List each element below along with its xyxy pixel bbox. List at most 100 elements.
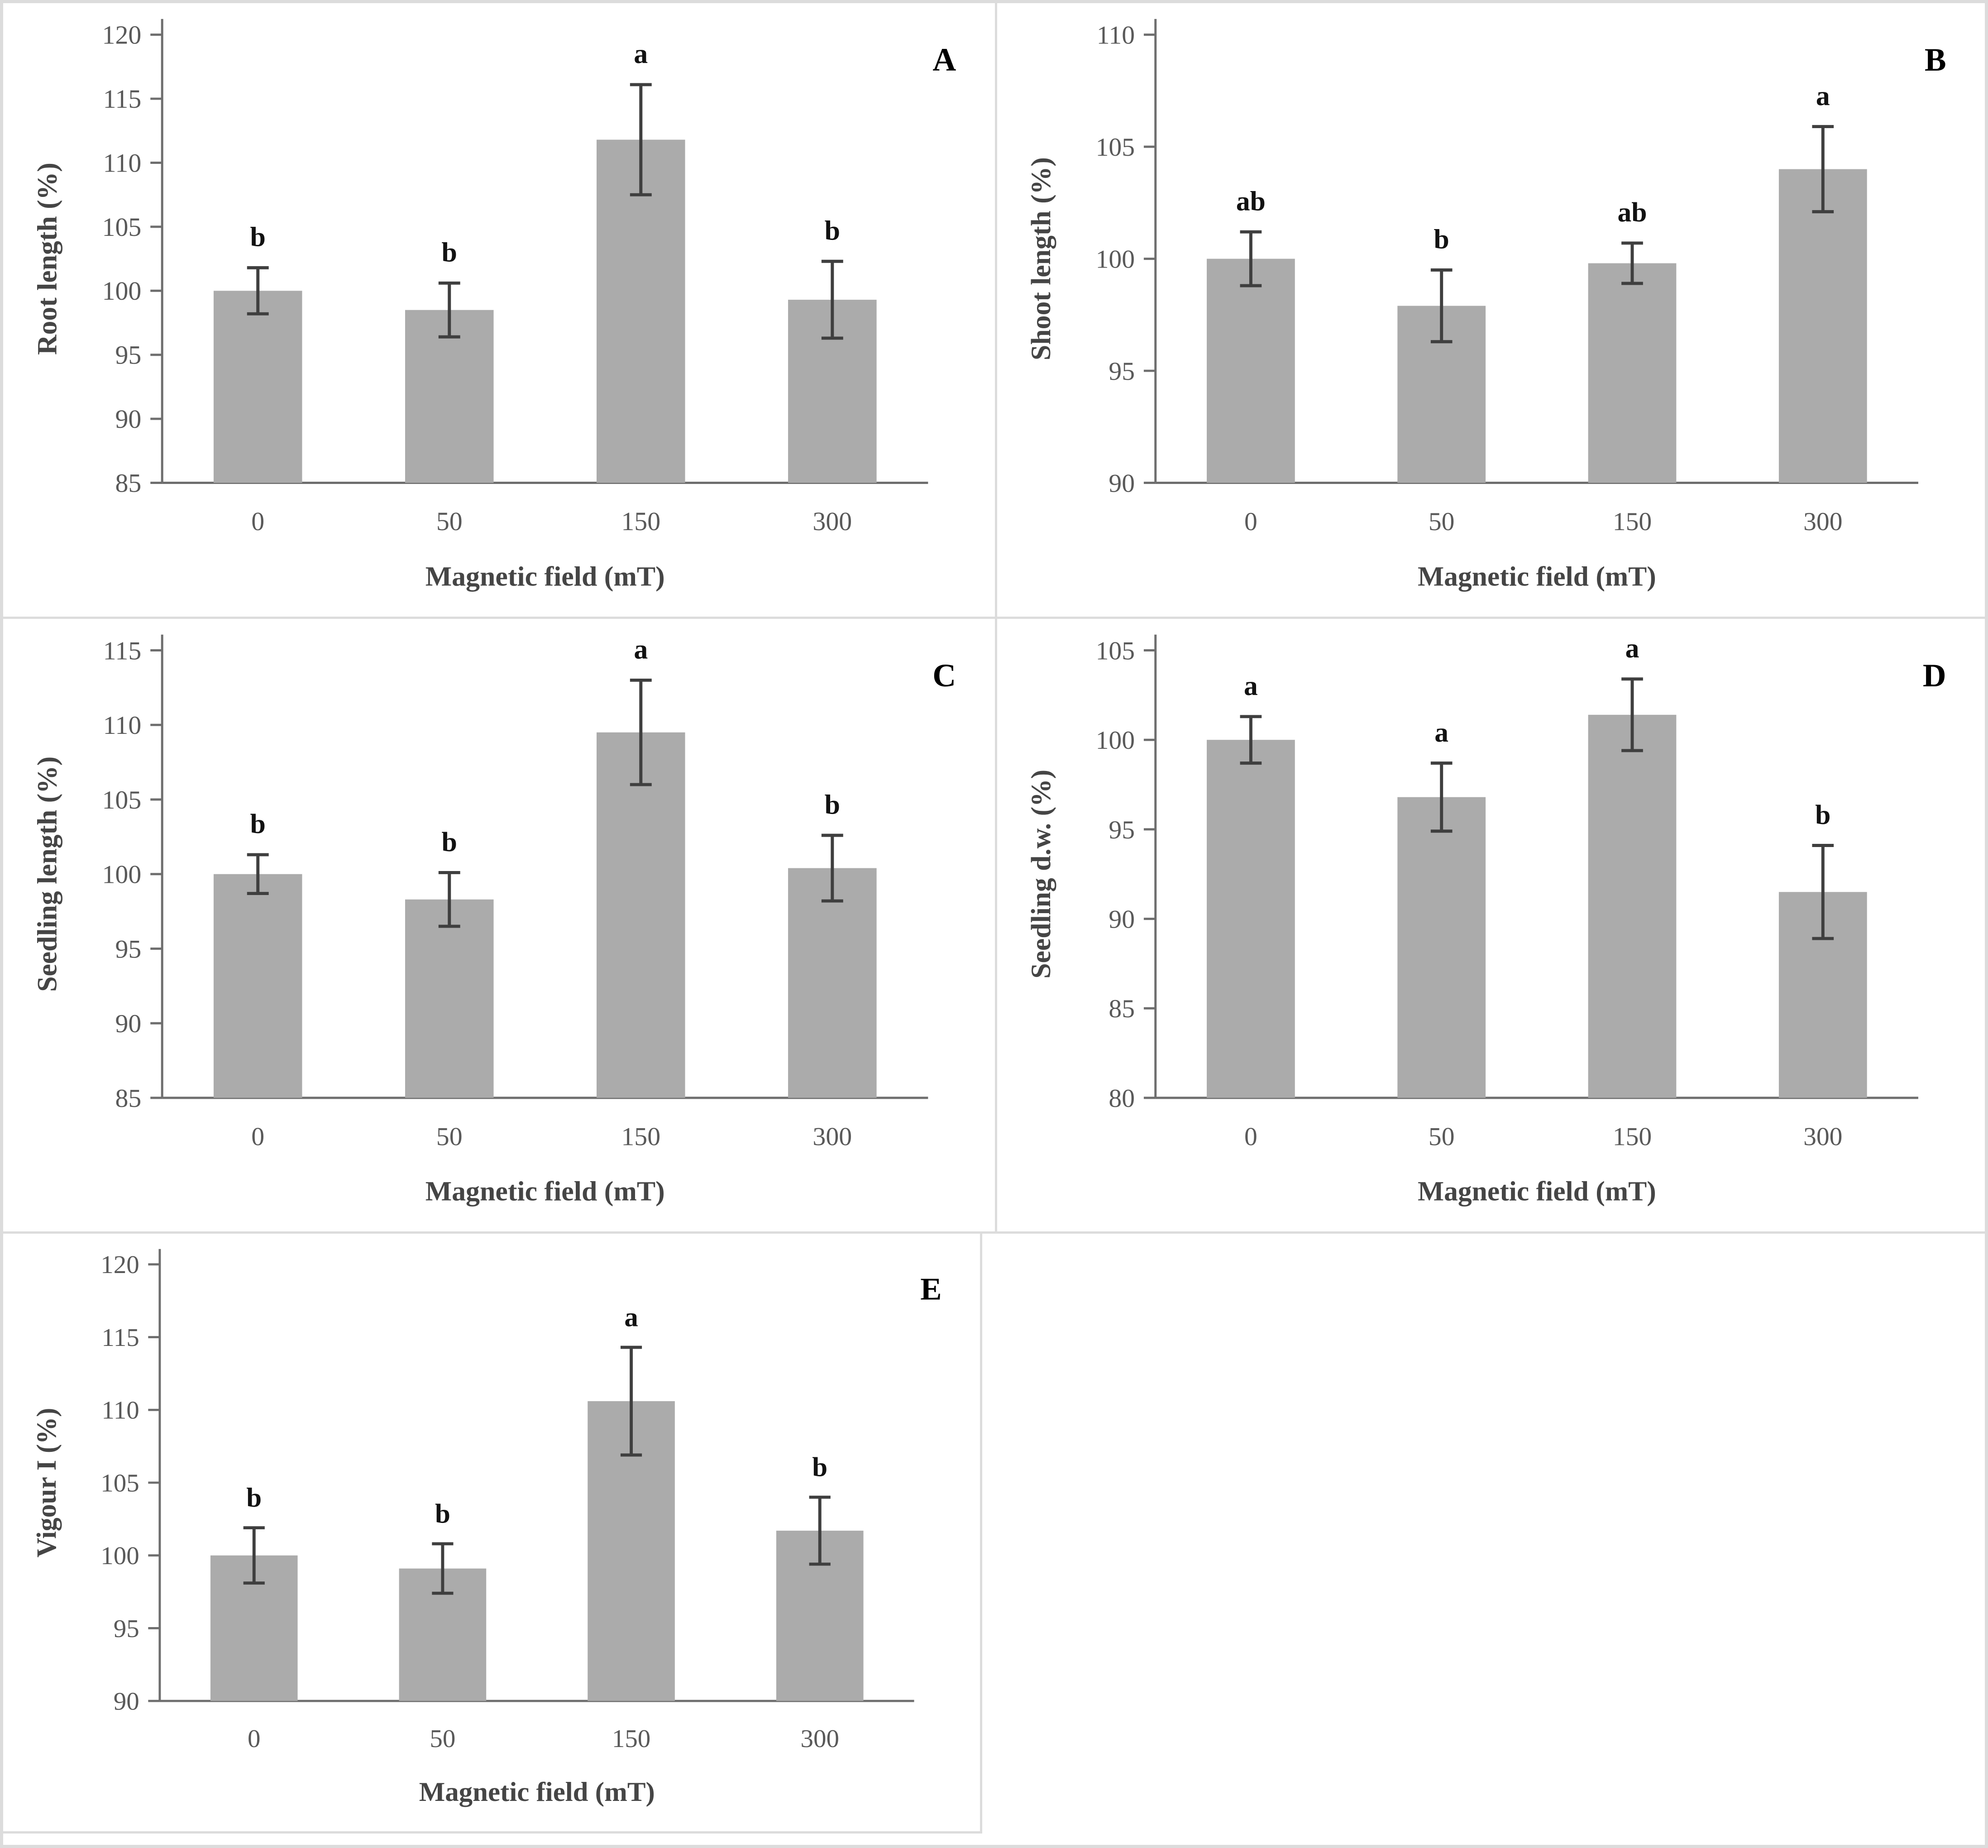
y-tick-label: 100 xyxy=(1096,245,1135,273)
x-category-label: 150 xyxy=(612,1725,650,1753)
y-tick-label: 100 xyxy=(102,277,142,306)
y-tick-label: 90 xyxy=(115,1010,141,1038)
significance-letter: b xyxy=(825,790,840,820)
chart-C: 85 90 95 100 105 110 115 b 0 b 50 a 150 b 300 Magnetic … xyxy=(32,634,956,1207)
x-category-label: 300 xyxy=(812,507,852,536)
panel-b-cell: 90 95 100 105 110 ab 0 b 50 ab 150 a 300 Magnetic fie… xyxy=(997,3,1985,619)
panel-label-C: C xyxy=(932,657,956,694)
x-axis-title: Magnetic field (mT) xyxy=(425,561,665,592)
panel-c-cell: 85 90 95 100 105 110 115 b 0 b 50 a 150 b 300 Magnetic … xyxy=(3,619,997,1234)
bar-0mT xyxy=(213,874,302,1098)
significance-letter: b xyxy=(442,237,457,268)
bar-150mT xyxy=(597,732,685,1098)
y-tick-label: 110 xyxy=(103,149,142,177)
y-tick-label: 105 xyxy=(1096,637,1135,665)
y-tick-label: 110 xyxy=(103,711,142,740)
significance-letter: ab xyxy=(1236,186,1266,216)
y-tick-label: 120 xyxy=(100,1251,139,1279)
y-axis-title: Seedling length (%) xyxy=(32,756,63,992)
significance-letter: b xyxy=(812,1452,827,1483)
x-axis-title: Magnetic field (mT) xyxy=(1418,1176,1656,1206)
significance-letter: a xyxy=(1434,717,1448,748)
bar-50mT xyxy=(405,310,494,483)
y-tick-label: 95 xyxy=(1109,816,1135,844)
significance-letter: ab xyxy=(1617,197,1647,228)
y-tick-label: 105 xyxy=(102,213,142,242)
x-category-label: 150 xyxy=(1613,507,1652,536)
panel-e-cell: 90 95 100 105 110 115 120 b 0 b 50 a 150 b 300 Magnetic… xyxy=(3,1234,997,1845)
y-tick-label: 120 xyxy=(102,21,142,50)
x-category-label: 0 xyxy=(1244,507,1257,536)
y-tick-label: 100 xyxy=(1096,726,1135,755)
significance-letter: b xyxy=(250,809,266,839)
panel-label-A: A xyxy=(932,42,956,78)
x-axis-title: Magnetic field (mT) xyxy=(1418,561,1656,592)
y-tick-label: 105 xyxy=(102,786,142,814)
significance-letter: a xyxy=(1816,81,1830,111)
significance-letter: b xyxy=(250,222,266,253)
x-category-label: 50 xyxy=(436,507,463,536)
chart-E: 90 95 100 105 110 115 120 b 0 b 50 a 150 b 300 Magnetic… xyxy=(32,1249,941,1807)
x-axis-title: Magnetic field (mT) xyxy=(425,1176,665,1207)
y-tick-label: 110 xyxy=(1097,21,1135,50)
y-tick-label: 105 xyxy=(100,1470,139,1498)
x-category-label: 300 xyxy=(812,1122,852,1151)
x-category-label: 300 xyxy=(1803,507,1842,536)
y-axis-title: Shoot length (%) xyxy=(1026,157,1056,360)
panel-label-B: B xyxy=(1925,42,1946,78)
x-category-label: 50 xyxy=(1429,507,1455,536)
bar-0mT xyxy=(1207,740,1295,1098)
bar-300mT xyxy=(788,868,877,1098)
x-category-label: 50 xyxy=(436,1122,463,1151)
y-tick-label: 85 xyxy=(115,1084,141,1113)
chart-B: 90 95 100 105 110 ab 0 b 50 ab 150 a 300 Magnetic fie… xyxy=(1026,19,1946,592)
panel-a-cell: 85 90 95 100 105 110 115 120 b 0 b 50 a 150 b 300 Magnet… xyxy=(3,3,997,619)
y-tick-label: 100 xyxy=(102,861,142,889)
x-category-label: 0 xyxy=(251,1122,264,1151)
y-tick-label: 115 xyxy=(101,1324,139,1352)
bar-0mT xyxy=(213,291,302,483)
significance-letter: a xyxy=(1244,670,1258,701)
panel-label-D: D xyxy=(1923,658,1946,694)
y-tick-label: 85 xyxy=(1109,995,1135,1023)
y-tick-label: 115 xyxy=(103,637,142,665)
x-category-label: 0 xyxy=(1244,1122,1257,1151)
y-axis-title: Root length (%) xyxy=(32,163,63,355)
y-tick-label: 95 xyxy=(1109,357,1135,386)
chart-D: 80 85 90 95 100 105 a 0 a 50 a 150 b 300 Magnetic fiel… xyxy=(1026,633,1946,1206)
significance-letter: b xyxy=(825,215,840,246)
chart-A: 85 90 95 100 105 110 115 120 b 0 b 50 a 150 b 300 Magnet… xyxy=(32,19,956,592)
y-tick-label: 95 xyxy=(114,1615,139,1643)
significance-letter: b xyxy=(1434,224,1449,255)
y-tick-label: 95 xyxy=(115,935,141,963)
significance-letter: a xyxy=(1625,633,1639,664)
y-tick-label: 85 xyxy=(115,469,141,498)
significance-letter: a xyxy=(634,38,648,69)
y-axis-title: Seedling d.w. (%) xyxy=(1026,770,1056,979)
x-category-label: 300 xyxy=(1803,1122,1842,1151)
bar-150mT xyxy=(1588,714,1677,1098)
y-tick-label: 110 xyxy=(101,1397,139,1425)
significance-letter: a xyxy=(634,634,648,665)
x-category-label: 150 xyxy=(621,507,660,536)
bar-50mT xyxy=(1397,797,1486,1098)
significance-letter: b xyxy=(1815,800,1830,830)
significance-letter: b xyxy=(246,1483,262,1513)
y-tick-label: 100 xyxy=(100,1542,139,1570)
bar-0mT xyxy=(1207,259,1295,483)
x-category-label: 150 xyxy=(621,1122,660,1151)
panel-label-E: E xyxy=(920,1272,941,1307)
bar-150mT xyxy=(597,139,685,483)
x-category-label: 150 xyxy=(1613,1122,1652,1151)
significance-letter: a xyxy=(624,1302,638,1333)
y-axis-title: Vigour I (%) xyxy=(32,1408,62,1557)
empty-cell xyxy=(997,1234,1985,1845)
y-tick-label: 90 xyxy=(1109,469,1135,498)
bar-50mT xyxy=(405,899,494,1098)
y-tick-label: 105 xyxy=(1096,133,1135,162)
y-tick-label: 90 xyxy=(114,1688,139,1716)
x-category-label: 50 xyxy=(1429,1122,1455,1151)
x-category-label: 0 xyxy=(251,507,264,536)
panel-d-cell: 80 85 90 95 100 105 a 0 a 50 a 150 b 300 Magnetic fiel… xyxy=(997,619,1985,1234)
